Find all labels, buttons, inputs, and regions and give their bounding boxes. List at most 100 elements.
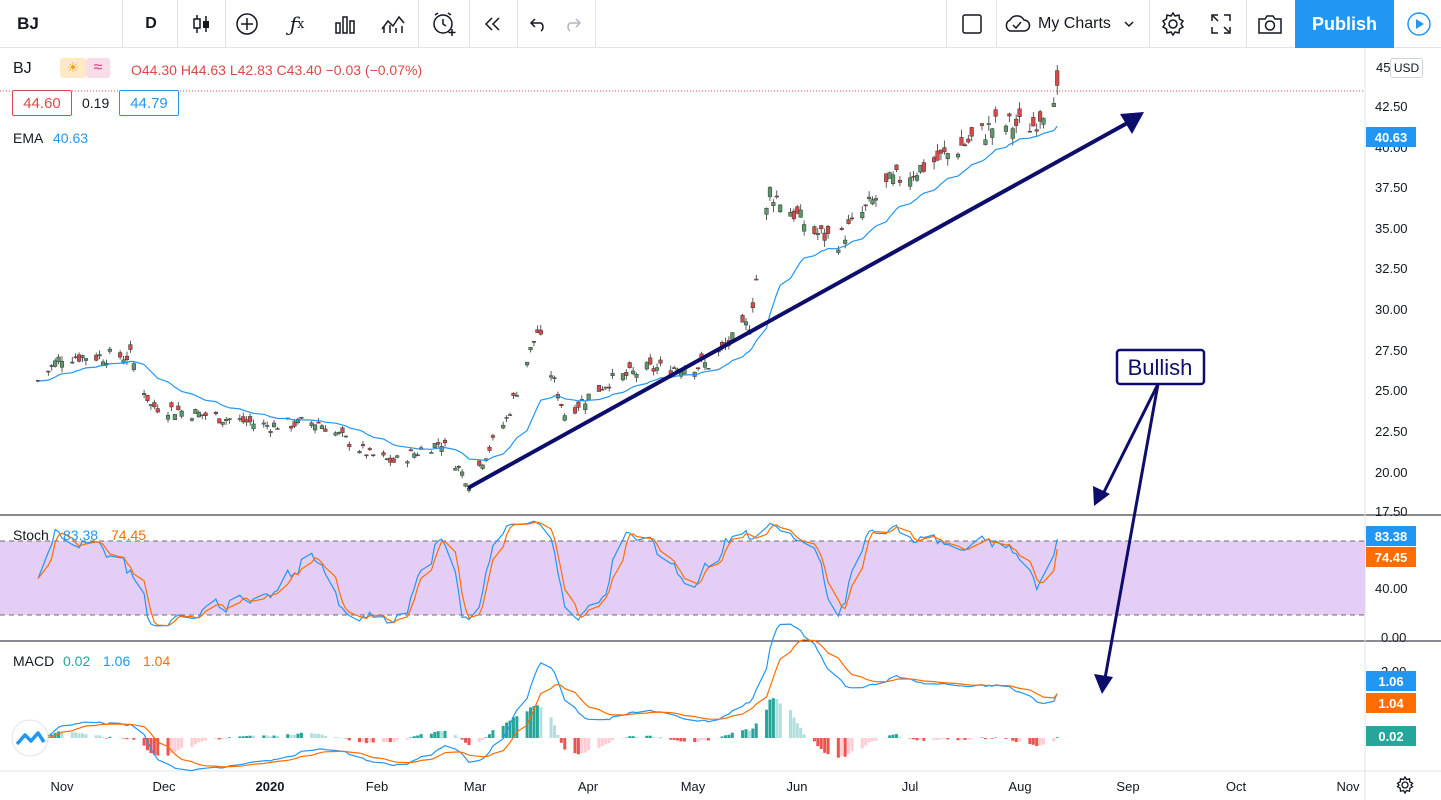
camera-icon[interactable]: [1248, 0, 1292, 48]
macd-line-value: 1.06: [103, 653, 131, 669]
candle: [990, 128, 995, 138]
candle: [839, 228, 844, 230]
time-tick: Nov: [1336, 779, 1360, 794]
candle: [189, 418, 195, 421]
candle: [572, 407, 578, 414]
price-axis[interactable]: 45 42.50 40.00 37.50 35.00 32.50 30.00 2…: [1375, 60, 1408, 679]
macd-histogram-bar: [600, 738, 604, 747]
macd-histogram-bar: [720, 736, 724, 738]
candle: [405, 461, 410, 464]
macd-histogram-bar: [269, 736, 273, 738]
candle: [979, 123, 985, 126]
candle: [932, 157, 937, 163]
stoch-k-tag-text: 83.38: [1375, 529, 1408, 544]
candle: [884, 173, 889, 182]
ask-price-box[interactable]: 44.79: [119, 90, 179, 116]
publish-button[interactable]: Publish: [1295, 0, 1394, 48]
candle: [935, 150, 940, 161]
macd-histogram-bar: [385, 738, 389, 743]
compare-icon[interactable]: [372, 0, 414, 48]
my-charts-button[interactable]: My Charts: [1002, 0, 1146, 48]
add-indicator-icon[interactable]: [226, 0, 268, 48]
my-charts-label: My Charts: [1038, 15, 1111, 32]
candle: [313, 424, 318, 431]
undo-icon[interactable]: [519, 0, 557, 48]
toolbar-divider: [177, 0, 178, 48]
toolbar-divider: [946, 0, 947, 48]
candle: [408, 449, 413, 452]
candle: [778, 204, 783, 212]
play-icon[interactable]: [1396, 0, 1441, 48]
macd-histogram-bar: [676, 738, 680, 741]
alert-icon[interactable]: [422, 0, 466, 48]
macd-histogram-bar: [176, 738, 180, 750]
macd-label[interactable]: MACD: [13, 653, 55, 669]
macd-histogram-bar: [549, 717, 553, 738]
macd-histogram-bar: [180, 738, 184, 748]
replay-icon[interactable]: [471, 0, 515, 48]
candle: [648, 357, 653, 365]
macd-histogram-bar: [1014, 738, 1018, 743]
candle: [80, 355, 85, 358]
macd-histogram-bar: [429, 733, 433, 738]
stoch-k-line: [37, 520, 1058, 627]
macd-histogram-bar: [310, 733, 314, 738]
sun-icon[interactable]: ☀: [60, 58, 86, 78]
bar-template-icon[interactable]: [324, 0, 366, 48]
gear-icon[interactable]: [1396, 775, 1414, 795]
tradingview-logo[interactable]: [11, 719, 49, 757]
callout-arrow-macd: [1102, 383, 1160, 685]
candles-icon[interactable]: [180, 0, 222, 48]
candle: [966, 138, 971, 143]
macd-histogram-bar: [669, 738, 673, 740]
candle: [436, 442, 441, 445]
candle: [70, 361, 75, 364]
wave-icon[interactable]: ≈: [86, 58, 110, 78]
layout-icon[interactable]: [950, 0, 994, 48]
candle: [371, 454, 376, 457]
macd-histogram-bar: [795, 723, 799, 738]
macd-histogram-bar: [939, 738, 943, 740]
macd-histogram-bar: [364, 738, 368, 744]
chart-canvas[interactable]: Bullish 45 42.50 40.00 37.50 35.00 32.50…: [0, 48, 1441, 800]
macd-histogram-bar: [932, 738, 936, 741]
macd-histogram-bar: [652, 737, 656, 738]
fullscreen-icon[interactable]: [1199, 0, 1243, 48]
candle: [412, 453, 417, 458]
macd-histogram-bar: [771, 698, 775, 738]
symbol-search-button[interactable]: BJ: [17, 14, 39, 33]
interval-button[interactable]: D: [145, 15, 157, 32]
macd-histogram-bar: [296, 733, 300, 738]
time-axis[interactable]: Nov Dec 2020 Feb Mar Apr May Jun Jul Aug…: [50, 779, 1360, 794]
macd-histogram-bar: [529, 707, 533, 738]
candle: [1041, 118, 1046, 125]
macd-histogram-bar: [559, 738, 563, 743]
macd-histogram-bar: [983, 738, 987, 740]
macd-histogram-bar: [936, 738, 940, 741]
ema-label[interactable]: EMA: [13, 130, 44, 146]
trend-arrow-head: [1120, 112, 1144, 134]
macd-histogram-bar: [754, 723, 758, 738]
redo-icon[interactable]: [556, 0, 590, 48]
candle: [696, 367, 701, 369]
macd-histogram-bar: [358, 738, 362, 743]
candle: [511, 392, 516, 396]
macd-histogram-bar: [994, 737, 998, 739]
candle: [453, 468, 458, 471]
candle: [1031, 117, 1036, 127]
bullish-callout-box[interactable]: [1115, 348, 1206, 386]
macd-histogram-bar: [286, 734, 290, 738]
macd-series: [36, 623, 1059, 772]
candle: [152, 402, 157, 408]
stoch-label[interactable]: Stoch: [13, 527, 49, 543]
macd-histogram-bar: [659, 737, 662, 739]
legend-symbol[interactable]: BJ: [13, 60, 32, 77]
currency-button[interactable]: USD: [1390, 58, 1423, 78]
bid-price-box[interactable]: 44.60: [12, 90, 72, 116]
gear-icon[interactable]: [1151, 0, 1195, 48]
macd-histogram-bar: [775, 698, 779, 738]
trend-line[interactable]: [467, 114, 1141, 490]
macd-histogram-bar: [142, 738, 146, 746]
candle: [993, 109, 998, 117]
